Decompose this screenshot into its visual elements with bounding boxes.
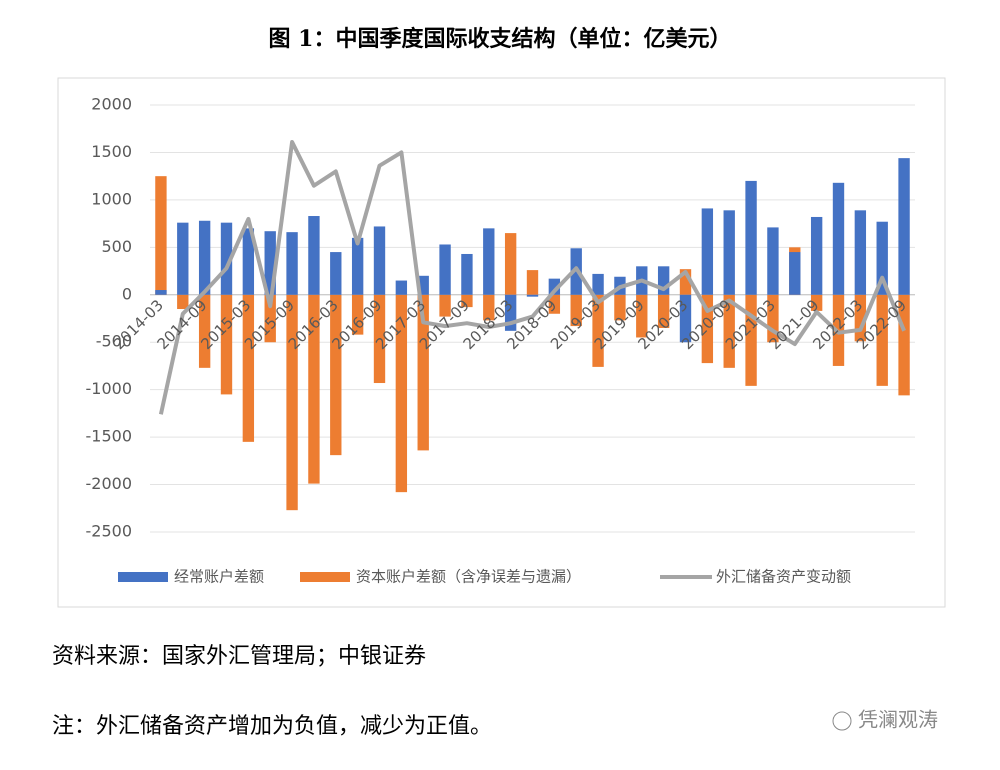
bar — [504, 294, 517, 331]
bar — [745, 180, 757, 295]
bar — [198, 294, 211, 368]
bar — [461, 253, 473, 295]
bar — [330, 252, 342, 295]
bar — [483, 228, 495, 295]
bar — [155, 176, 167, 295]
y-tick-label: 500 — [101, 237, 132, 256]
bar — [854, 294, 867, 342]
bar — [767, 294, 779, 343]
bar — [220, 294, 233, 395]
bar — [767, 227, 779, 295]
y-tick-label: -2500 — [86, 522, 133, 541]
bar — [286, 294, 298, 511]
bar — [395, 280, 408, 295]
bar — [701, 208, 714, 295]
bar — [351, 294, 364, 335]
legend-label: 外汇储备资产变动额 — [716, 568, 851, 586]
bar — [351, 237, 364, 295]
bar — [898, 294, 910, 396]
bar — [220, 222, 233, 295]
bar — [592, 294, 604, 367]
bar — [373, 294, 386, 384]
bar — [155, 290, 167, 295]
bar — [657, 266, 670, 295]
bar — [526, 270, 539, 295]
bar — [198, 220, 211, 295]
bar — [308, 216, 320, 295]
y-tick-label: 1500 — [91, 142, 132, 161]
bar — [526, 294, 539, 297]
bar — [330, 294, 342, 456]
bar — [898, 158, 910, 295]
y-tick-label: 1000 — [91, 189, 132, 208]
bar — [679, 294, 692, 343]
bar — [177, 294, 189, 310]
bar — [570, 294, 582, 327]
bar — [723, 294, 735, 368]
bar — [439, 244, 451, 295]
bar — [789, 252, 801, 295]
bar — [395, 294, 408, 493]
legend-swatch — [300, 572, 350, 582]
bar — [504, 233, 517, 295]
bar — [264, 294, 276, 343]
bar — [483, 294, 495, 321]
bar — [242, 294, 255, 442]
y-tick-label: -1500 — [86, 427, 133, 446]
bar — [854, 210, 867, 295]
bar — [461, 294, 473, 308]
bar — [679, 269, 692, 295]
bar — [832, 182, 845, 295]
bar — [177, 222, 189, 295]
watermark: 凭澜观涛 — [858, 708, 938, 732]
bar — [286, 232, 298, 295]
legend-label: 资本账户差额（含净误差与遗漏） — [356, 568, 581, 586]
y-tick-label: -2000 — [86, 474, 133, 493]
plot: -2500 -2000 -1500 -1000 -500 0 500 1000 1500 2000… — [86, 95, 915, 586]
y-tick-label: 0 — [122, 284, 132, 303]
bar — [308, 294, 320, 484]
bar — [876, 221, 888, 295]
y-tick-label: -1000 — [86, 379, 133, 398]
chart-frame — [57, 77, 946, 608]
chart-title: 图 1：中国季度国际收支结构（单位：亿美元） — [269, 26, 732, 52]
note: 注：外汇储备资产增加为负值，减少为正值。 — [52, 714, 492, 739]
bar — [810, 216, 823, 295]
bar — [636, 294, 648, 338]
bar — [548, 278, 561, 295]
bar — [417, 275, 429, 295]
legend-swatch — [118, 572, 168, 582]
bar — [810, 294, 823, 311]
bar — [614, 294, 626, 321]
bar — [264, 231, 276, 295]
bar — [745, 294, 757, 386]
bar — [373, 226, 386, 295]
bar — [548, 294, 561, 314]
source: 资料来源：国家外汇管理局；中银证券 — [52, 644, 426, 669]
bar — [242, 228, 255, 295]
bar — [439, 294, 451, 317]
watermark-icon — [832, 711, 852, 731]
bar — [723, 210, 735, 295]
bar — [876, 294, 888, 386]
legend-label: 经常账户差额 — [174, 568, 264, 586]
bar — [701, 294, 714, 364]
line — [158, 140, 906, 415]
bar — [417, 294, 429, 451]
y-tick-label: 2000 — [91, 95, 132, 114]
bar — [657, 294, 670, 328]
y-tick-label: -500 — [96, 332, 132, 351]
bar — [592, 273, 604, 295]
